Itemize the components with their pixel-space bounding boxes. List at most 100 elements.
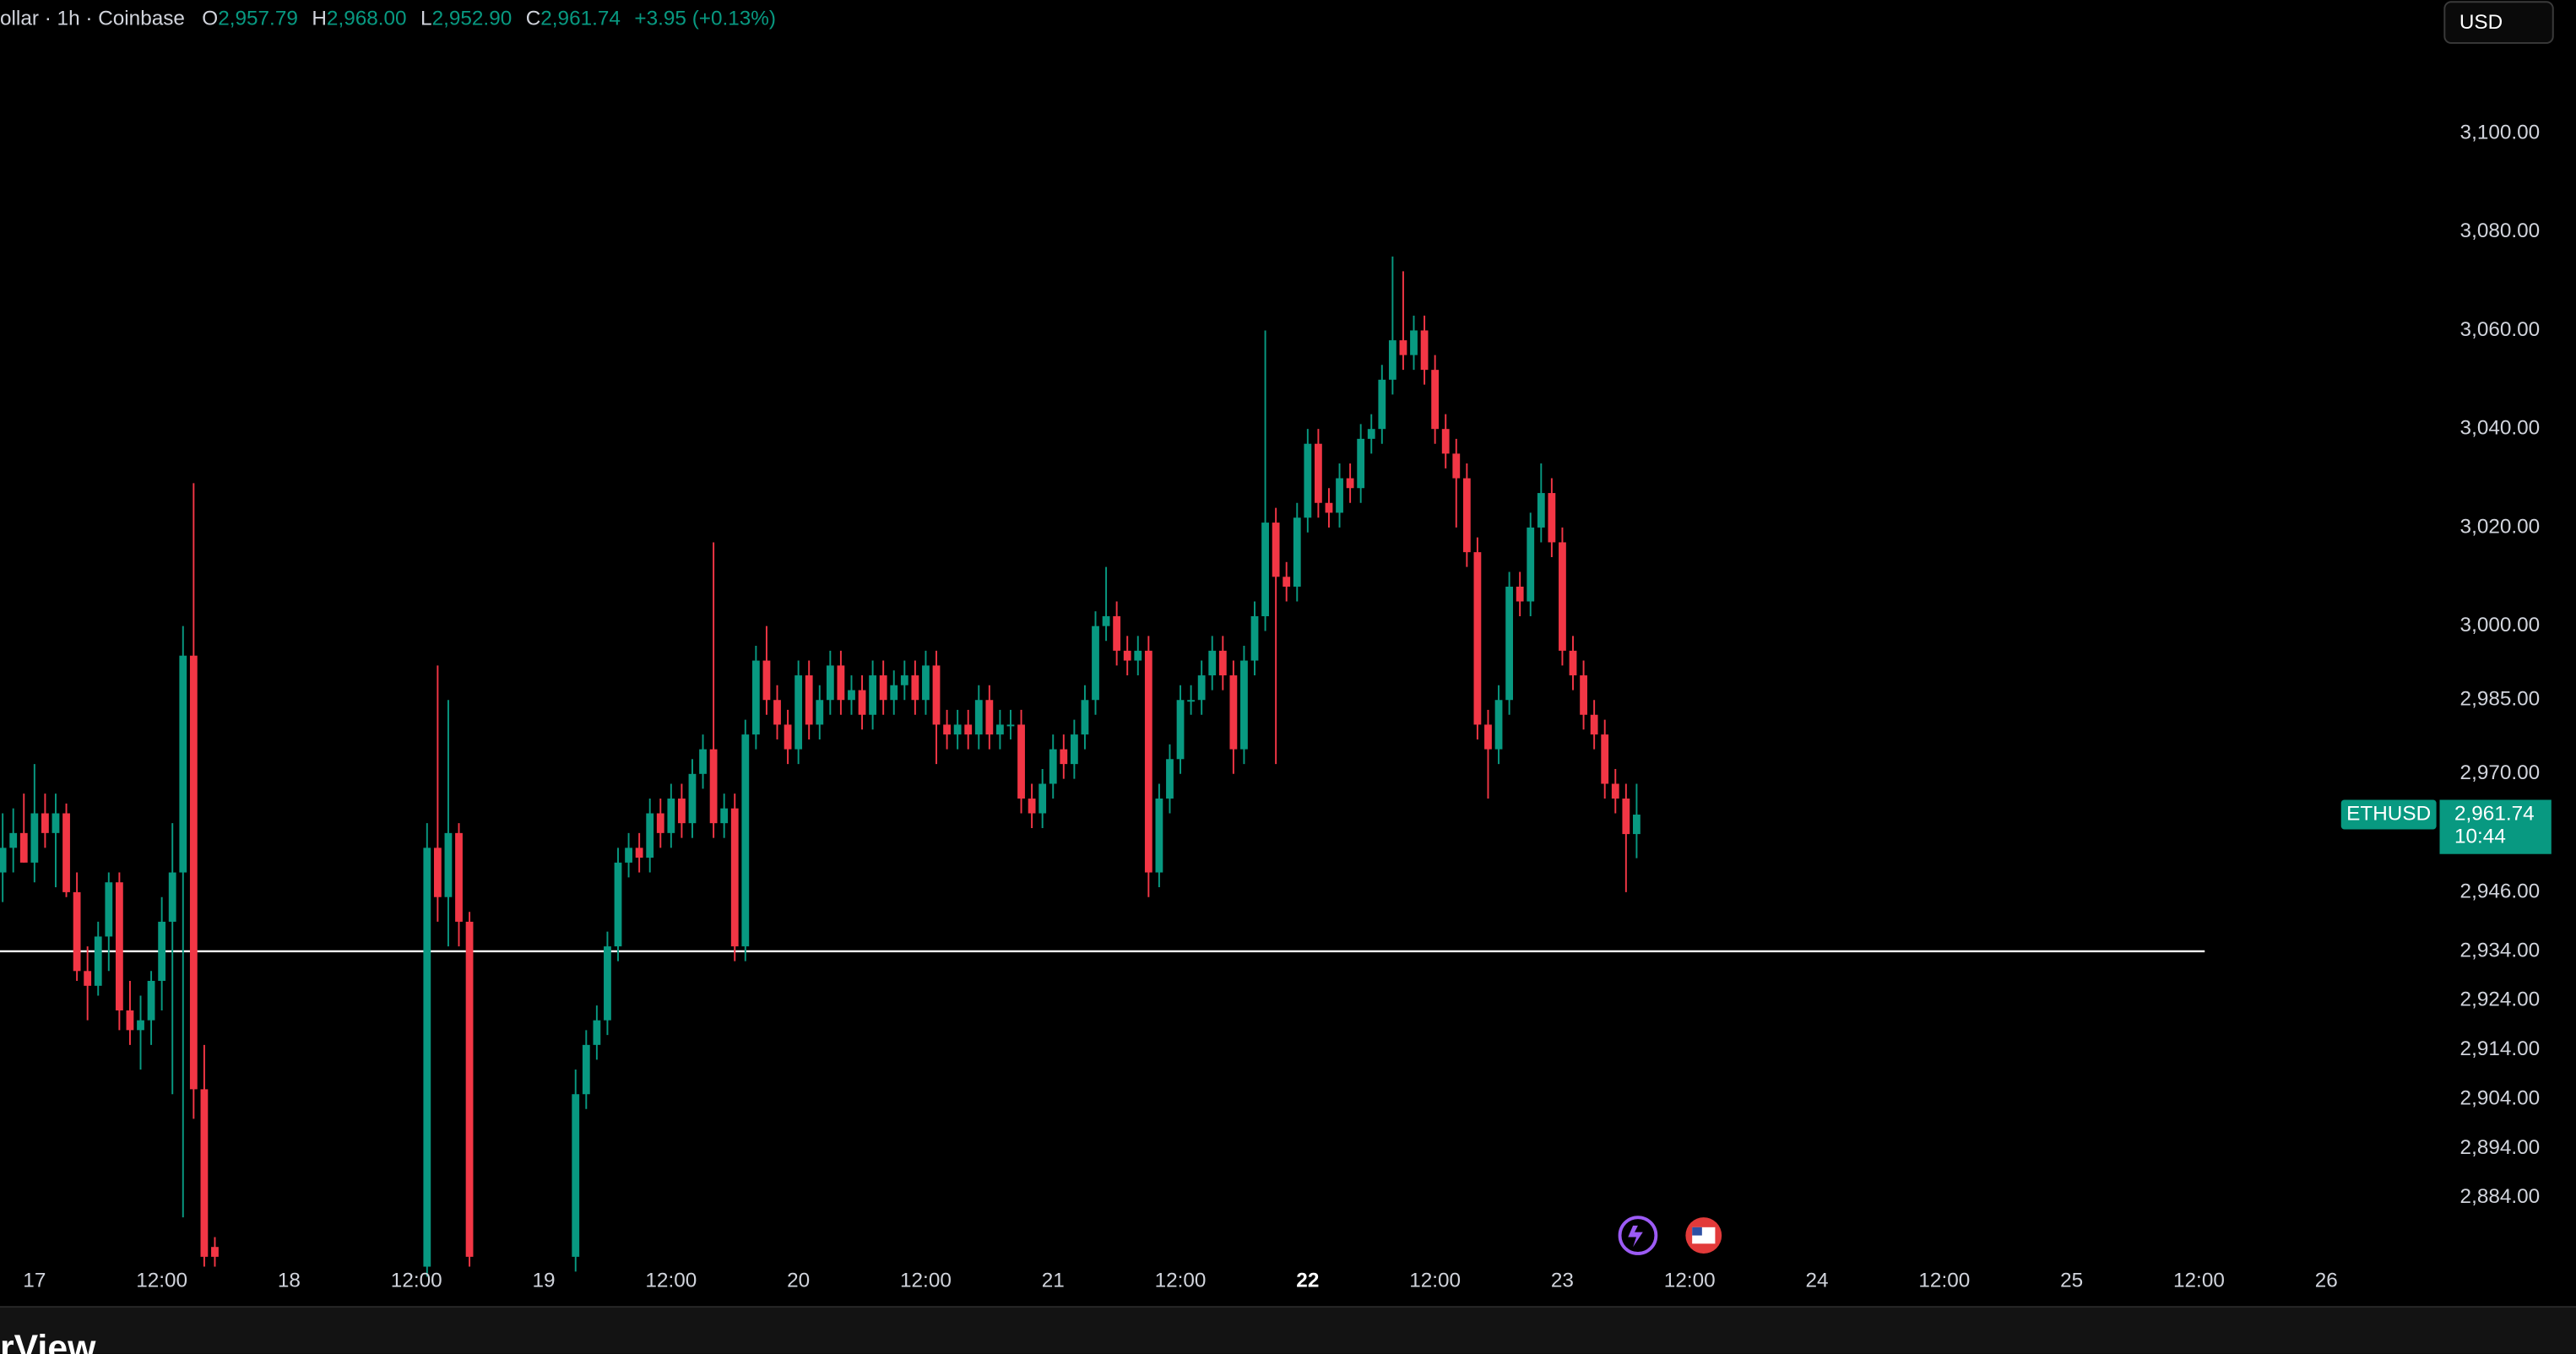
candle-body: [858, 690, 866, 715]
x-tick-label: 17: [23, 1269, 46, 1292]
candle-body: [200, 1089, 209, 1257]
currency-button[interactable]: USD: [2443, 1, 2554, 44]
x-tick-label: 25: [2060, 1269, 2083, 1292]
open-value: 2,957.79: [218, 8, 298, 30]
candle-body: [1357, 438, 1365, 489]
candle-body: [911, 675, 919, 701]
candle-body: [943, 724, 951, 735]
candle-body: [1410, 330, 1418, 355]
candle-body: [582, 1044, 590, 1095]
symbol-tag: [2340, 799, 2437, 830]
candle-body: [1049, 749, 1057, 784]
candle-body: [1081, 700, 1089, 735]
candle-body: [1505, 586, 1514, 701]
candle-body: [1123, 650, 1131, 661]
low-value: 2,952.90: [432, 8, 512, 30]
candle-body: [572, 1094, 580, 1257]
candle-body: [105, 882, 113, 937]
candle-body: [656, 813, 664, 833]
candle-body: [189, 655, 198, 1090]
price-label: ETHUSD 2,961.74 10:44: [2340, 799, 2552, 854]
candle-body: [688, 773, 697, 824]
candle-body: [741, 734, 750, 947]
candle-body: [985, 700, 994, 735]
y-tick-label: 2,884.00: [2460, 1185, 2541, 1208]
ai-icon[interactable]: [1618, 1216, 1658, 1255]
candle-body: [168, 872, 176, 922]
candle-body: [19, 832, 28, 863]
high-value: 2,968.00: [327, 8, 407, 30]
candle-body: [455, 832, 463, 922]
candle-body: [423, 848, 431, 1267]
candle-body: [646, 813, 654, 858]
candle-body: [1250, 616, 1259, 661]
candle-body: [1516, 586, 1524, 602]
candle-body: [1388, 340, 1396, 380]
x-tick-label: 19: [533, 1269, 556, 1292]
candle-body: [1462, 478, 1471, 553]
symbol: ollar · 1h · Coinbase: [0, 8, 185, 30]
candle-body: [784, 724, 792, 750]
close-label: C: [526, 8, 541, 30]
candle-body: [1611, 783, 1619, 799]
x-tick-label: 22: [1296, 1269, 1319, 1292]
x-tick-label: 26: [2315, 1269, 2338, 1292]
candle-body: [1261, 523, 1269, 617]
candle-body: [805, 675, 813, 725]
button-frame[interactable]: [2443, 1, 2554, 44]
symbol-tag-text: ETHUSD: [2346, 802, 2431, 825]
price-tag-countdown: 10:44: [2454, 826, 2506, 848]
button-label[interactable]: USD: [2459, 11, 2503, 34]
candle-body: [1346, 478, 1354, 489]
candle-body: [1176, 700, 1185, 760]
y-tick-label: 2,924.00: [2460, 988, 2541, 1011]
candle-body: [974, 700, 983, 735]
price-tag-value: 2,961.74: [2454, 802, 2535, 825]
candle-body: [1102, 616, 1110, 626]
candle-body: [73, 891, 81, 972]
candle-body: [794, 675, 803, 750]
close-value: 2,961.74: [540, 8, 621, 30]
candle-body: [1092, 626, 1099, 701]
candle-body: [1537, 493, 1545, 528]
y-tick-label: 3,080.00: [2460, 219, 2541, 242]
y-axis: 3,100.00 3,080.00 3,060.00 3,040.00 3,020.00…: [2460, 121, 2541, 1208]
header: ollar · 1h · Coinbase O2,957.79 H2,968.0…: [0, 8, 776, 30]
x-tick-label: 21: [1042, 1269, 1065, 1292]
candle-body: [1293, 517, 1301, 587]
change: +3.95 (+0.13%): [634, 8, 776, 30]
candle-body: [953, 724, 962, 735]
candle-body: [1155, 798, 1163, 873]
candle-body: [762, 660, 771, 701]
candle-body: [147, 980, 155, 1021]
candle-body: [1441, 429, 1450, 454]
candle-body: [433, 848, 442, 897]
price-tag: [2439, 799, 2552, 854]
flag-canton: [1692, 1227, 1702, 1236]
candle-body: [1601, 734, 1609, 784]
footer-bar: [0, 1308, 2576, 1354]
plot-area: [0, 256, 2205, 1277]
candle-body: [444, 832, 453, 897]
x-tick-label: 12:00: [645, 1269, 697, 1292]
candle-body: [699, 749, 707, 774]
candle-body: [1336, 478, 1343, 513]
y-tick-label: 3,060.00: [2460, 318, 2541, 341]
candle-body: [94, 936, 102, 986]
y-tick-label: 3,100.00: [2460, 121, 2541, 144]
y-tick-label: 2,934.00: [2460, 939, 2541, 961]
candle-body: [1315, 443, 1322, 503]
y-tick-label: 2,914.00: [2460, 1037, 2541, 1060]
candle-body: [126, 1010, 134, 1031]
candle-body: [1325, 502, 1333, 513]
candle-body: [41, 813, 49, 833]
candle-body: [0, 848, 7, 873]
y-tick-label: 3,000.00: [2460, 614, 2541, 636]
candle-body: [1304, 443, 1312, 518]
candle-body: [635, 848, 643, 858]
candle-body: [720, 808, 729, 824]
x-tick-label: 12:00: [900, 1269, 952, 1292]
candle-body: [1494, 700, 1503, 750]
